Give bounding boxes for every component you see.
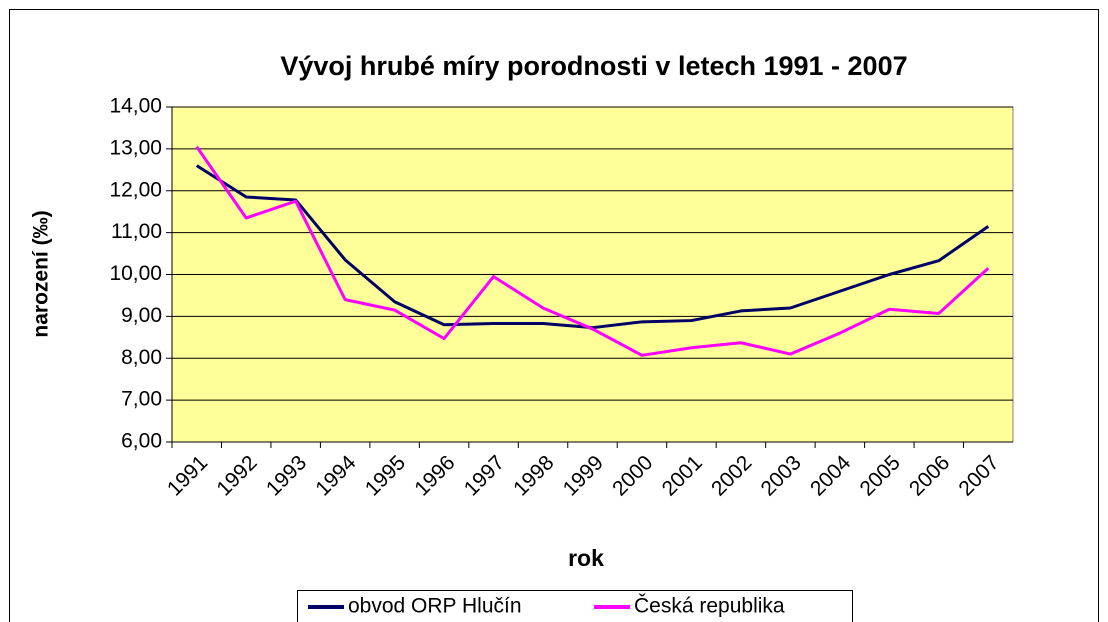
y-tick-label: 11,00 [111,220,162,243]
line-series [195,145,990,357]
legend-label: Česká republika [634,595,785,618]
legend-box [297,590,853,622]
y-tick-label: 14,00 [109,95,162,118]
y-tick-label: 7,00 [121,388,162,411]
y-tick-label: 12,00 [109,178,162,201]
y-tick-label: 13,00 [109,136,162,159]
legend-label: obvod ORP Hlučín [348,595,522,618]
y-axis-label: narození (‰) [30,210,53,337]
y-tick-label: 10,00 [109,262,162,285]
x-axis-label: rok [568,545,604,571]
y-tick-label: 6,00 [121,430,162,453]
y-tick-label: 9,00 [121,304,162,327]
y-tick-label: 8,00 [121,346,162,369]
chart-title: Vývoj hrubé míry porodnosti v letech 199… [280,51,907,81]
